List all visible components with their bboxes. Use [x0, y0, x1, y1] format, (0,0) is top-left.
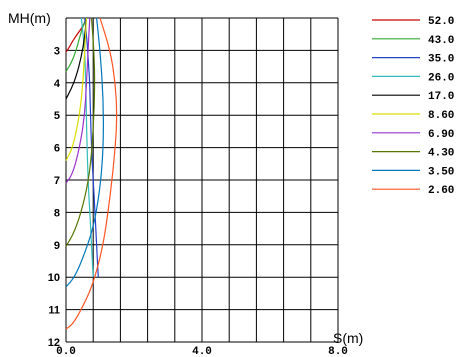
- y-tick-label: 4: [54, 78, 61, 90]
- y-tick-label: 8: [54, 207, 60, 219]
- series-curves: [65, 17, 118, 330]
- legend-label-35.0: 35.0: [428, 54, 454, 66]
- contour-line-26.0: [80, 17, 94, 278]
- contour-line-43.0: [65, 17, 87, 72]
- y-tick-label: 6: [54, 143, 60, 155]
- legend-label-26.0: 26.0: [428, 72, 454, 84]
- grid: [65, 17, 339, 343]
- y-tick-label: 12: [48, 337, 60, 349]
- y-tick-labels: 3 4 5 6 7 8 9 10 11 12: [48, 45, 61, 349]
- y-tick-label: 10: [48, 272, 60, 284]
- y-tick-label: 5: [54, 110, 60, 122]
- y-tick-label: 11: [48, 305, 60, 317]
- y-tick-label: 9: [54, 240, 60, 252]
- x-tick-label: 8.0: [328, 346, 348, 357]
- contour-line-4.30: [65, 17, 96, 247]
- legend-label-17.0: 17.0: [428, 91, 454, 103]
- contour-line-3.50: [65, 17, 105, 288]
- legend-label-43.0: 43.0: [428, 35, 454, 47]
- x-tick-label: 0.0: [56, 346, 76, 357]
- contour-line-8.60: [65, 17, 87, 161]
- legend-label-6.90: 6.90: [428, 129, 454, 141]
- legend-label-2.60: 2.60: [428, 185, 454, 197]
- legend-label-3.50: 3.50: [428, 166, 454, 178]
- contour-line-17.0: [65, 17, 87, 100]
- x-axis-label: S(m): [333, 330, 363, 346]
- y-tick-label: 7: [54, 175, 60, 187]
- legend-label-4.30: 4.30: [428, 148, 454, 160]
- contour-line-2.60: [65, 17, 118, 330]
- y-tick-label: 3: [54, 45, 60, 57]
- contour-line-52.0: [65, 17, 87, 53]
- legend-label-52.0: 52.0: [428, 16, 454, 28]
- contour-line-6.90: [65, 17, 91, 184]
- y-axis-label: MH(m): [8, 10, 51, 26]
- x-tick-labels: 0.0 4.0 8.0: [56, 346, 348, 357]
- legend-label-8.60: 8.60: [428, 110, 454, 122]
- x-tick-label: 4.0: [192, 346, 212, 357]
- legend: 52.0 43.0 35.0 26.0 17.0 8.60 6.90 4.30 3.50 2.60: [372, 16, 454, 197]
